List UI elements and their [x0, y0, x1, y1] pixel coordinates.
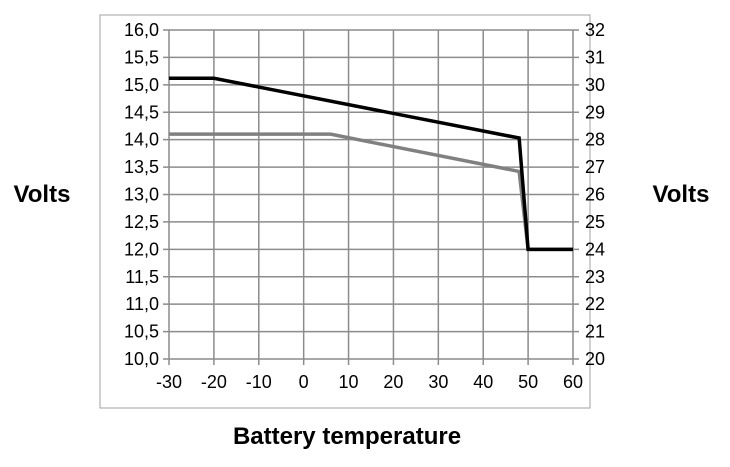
x-tick-label: -30	[156, 372, 182, 392]
y-right-tick-label: 29	[585, 102, 605, 122]
y-tick-label: 14,0	[124, 130, 159, 150]
series-lines	[169, 76, 573, 252]
chart-frame	[99, 14, 591, 409]
y-right-tick-label: 31	[585, 47, 605, 67]
x-tick-label: 20	[383, 372, 403, 392]
x-tick-labels: -30 -20 -10 0 10 20 30 40 50 60	[156, 372, 583, 392]
y-right-tick-labels: 20 21 22 23 24 25 26 27 28 29 30 31 32	[585, 20, 605, 369]
y-tick-label: 16,0	[124, 20, 159, 40]
y-tick-label: 12,0	[124, 239, 159, 259]
y-axis-label: Volts	[14, 181, 71, 208]
y-right-tick-label: 32	[585, 20, 605, 40]
y-right-tick-label: 23	[585, 267, 605, 287]
x-tick-label: 60	[563, 372, 583, 392]
y-right-tick-label: 25	[585, 212, 605, 232]
series-line-1	[169, 132, 573, 252]
y-tick-label: 15,0	[124, 75, 159, 95]
x-axis-label: Battery temperature	[233, 423, 461, 450]
y-tick-label: 13,5	[124, 157, 159, 177]
x-tick-label: 40	[473, 372, 493, 392]
series-line-0	[169, 76, 573, 252]
y-tick-label: 10,0	[124, 349, 159, 369]
y-tick-labels: 10,0 10,5 11,0 11,5 12,0 12,5 13,0 13,5 14,0 14,5…	[124, 20, 159, 369]
y-tick-label: 10,5	[124, 322, 159, 342]
grid	[163, 29, 579, 365]
y-right-tick-label: 30	[585, 75, 605, 95]
y-right-tick-label: 26	[585, 185, 605, 205]
y-right-tick-label: 27	[585, 157, 605, 177]
x-tick-label: -20	[201, 372, 227, 392]
x-tick-label: 30	[428, 372, 448, 392]
y-right-tick-label: 28	[585, 130, 605, 150]
y-tick-label: 12,5	[124, 212, 159, 232]
x-tick-label: -10	[246, 372, 272, 392]
y-right-tick-label: 22	[585, 294, 605, 314]
y-tick-label: 13,0	[124, 185, 159, 205]
y-right-tick-label: 21	[585, 322, 605, 342]
y-tick-label: 11,5	[125, 267, 159, 287]
x-tick-label: 10	[339, 372, 359, 392]
y-right-tick-label: 20	[585, 349, 605, 369]
y-tick-label: 14,5	[124, 102, 159, 122]
y-right-tick-label: 24	[585, 239, 605, 259]
y-tick-label: 11,0	[125, 294, 159, 314]
y-tick-label: 15,5	[124, 47, 159, 67]
y-right-axis-label: Volts	[653, 181, 710, 208]
x-tick-label: 50	[518, 372, 538, 392]
x-tick-label: 0	[299, 372, 309, 392]
